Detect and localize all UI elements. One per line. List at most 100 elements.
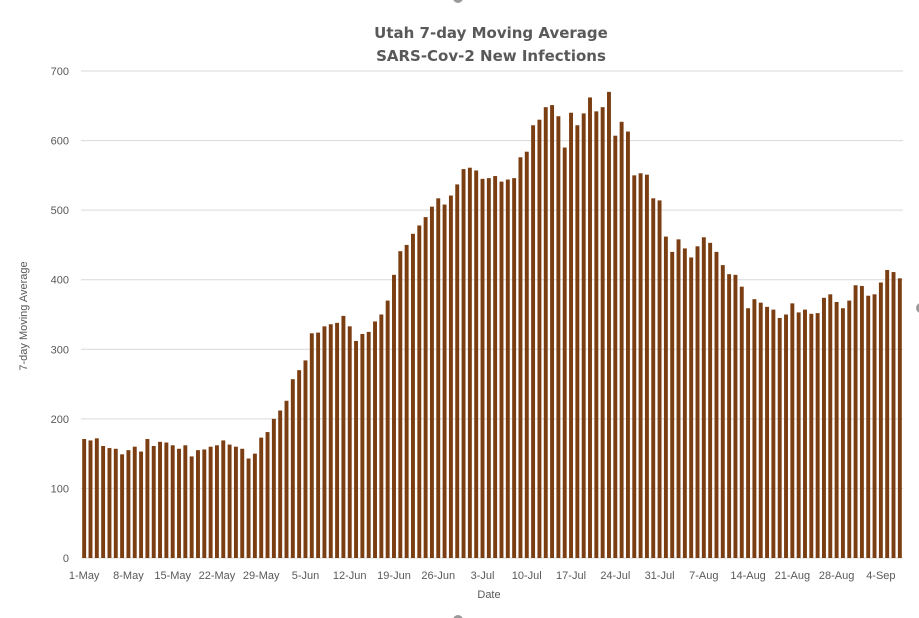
y-tick-label-5: 500 bbox=[51, 205, 69, 217]
bar-64 bbox=[486, 178, 491, 558]
bar-117 bbox=[822, 297, 826, 558]
x-tick-label-8: 26-Jun bbox=[421, 570, 455, 582]
bar-16 bbox=[183, 445, 188, 558]
bar-87 bbox=[632, 175, 637, 558]
bar-50 bbox=[398, 251, 403, 558]
bar-99 bbox=[708, 242, 713, 558]
bar-44 bbox=[360, 333, 365, 558]
bar-1 bbox=[88, 440, 93, 558]
x-axis-label: Date bbox=[477, 589, 500, 601]
bar-41 bbox=[341, 315, 346, 558]
x-tick-label-12: 24-Jul bbox=[600, 570, 630, 582]
bar-124 bbox=[866, 295, 871, 558]
bar-108 bbox=[765, 306, 770, 558]
x-tick-label-18: 4-Sep bbox=[866, 570, 895, 582]
bar-121 bbox=[847, 300, 852, 558]
bar-17 bbox=[189, 456, 194, 558]
bar-95 bbox=[682, 248, 687, 558]
bar-81 bbox=[594, 111, 599, 558]
y-tick-label-3: 300 bbox=[51, 344, 69, 356]
bar-0 bbox=[82, 439, 87, 558]
bar-104 bbox=[739, 286, 744, 558]
bar-74 bbox=[550, 105, 555, 558]
y-tick-label-0: 0 bbox=[63, 553, 69, 565]
bar-97 bbox=[695, 246, 700, 558]
x-tick-label-14: 7-Aug bbox=[689, 570, 718, 582]
bar-37 bbox=[316, 332, 321, 558]
bar-45 bbox=[366, 331, 371, 558]
chart-title: Utah 7-day Moving Average bbox=[374, 24, 608, 42]
bar-19 bbox=[202, 449, 207, 558]
bar-110 bbox=[777, 317, 782, 558]
bar-127 bbox=[885, 269, 890, 558]
bar-98 bbox=[701, 237, 706, 559]
bar-69 bbox=[518, 157, 523, 559]
bar-11 bbox=[151, 445, 156, 558]
bar-106 bbox=[752, 299, 757, 558]
bar-84 bbox=[613, 135, 618, 559]
bar-63 bbox=[480, 178, 485, 559]
y-axis-label: 7-day Moving Average bbox=[18, 261, 30, 370]
bar-34 bbox=[297, 370, 302, 558]
bar-86 bbox=[625, 131, 630, 558]
bar-55 bbox=[429, 206, 434, 558]
y-tick-label-4: 400 bbox=[51, 275, 69, 287]
x-tick-label-2: 15-May bbox=[154, 570, 191, 582]
bar-129 bbox=[897, 278, 902, 558]
bar-82 bbox=[600, 107, 605, 559]
bar-23 bbox=[227, 444, 232, 558]
bar-48 bbox=[385, 300, 390, 558]
bar-22 bbox=[221, 440, 226, 558]
bar-5 bbox=[113, 448, 118, 558]
bar-43 bbox=[354, 340, 359, 558]
bar-103 bbox=[733, 274, 738, 558]
bar-123 bbox=[859, 285, 864, 558]
x-tick-label-11: 17-Jul bbox=[556, 570, 586, 582]
y-tick-label-2: 200 bbox=[51, 414, 69, 426]
bar-29 bbox=[265, 432, 270, 558]
x-tick-label-3: 22-May bbox=[199, 570, 236, 582]
bar-109 bbox=[771, 309, 776, 558]
bar-15 bbox=[177, 448, 181, 558]
bar-88 bbox=[638, 173, 643, 558]
bar-9 bbox=[139, 451, 144, 558]
bar-59 bbox=[455, 184, 460, 558]
bar-79 bbox=[581, 113, 586, 558]
bar-70 bbox=[524, 151, 529, 558]
y-axis-ticks: 0 100 200 300 400 500 600 700 bbox=[51, 66, 69, 565]
x-tick-label-7: 19-Jun bbox=[377, 570, 411, 582]
bar-67 bbox=[505, 179, 510, 558]
x-tick-label-9: 3-Jul bbox=[471, 570, 495, 582]
chart-handle-right bbox=[916, 303, 919, 313]
bar-28 bbox=[259, 437, 264, 558]
x-tick-label-16: 21-Aug bbox=[775, 570, 810, 582]
bar-21 bbox=[214, 445, 219, 558]
x-tick-label-13: 31-Jul bbox=[645, 570, 675, 582]
bar-3 bbox=[101, 445, 106, 558]
bar-76 bbox=[562, 147, 567, 558]
bar-66 bbox=[499, 181, 504, 558]
bar-128 bbox=[891, 272, 896, 558]
x-tick-label-17: 28-Aug bbox=[819, 570, 854, 582]
bar-118 bbox=[828, 294, 833, 558]
bar-4 bbox=[107, 448, 112, 558]
bar-39 bbox=[328, 324, 333, 558]
bar-8 bbox=[132, 446, 137, 558]
bar-27 bbox=[252, 453, 257, 558]
bar-57 bbox=[442, 204, 447, 558]
y-tick-label-1: 100 bbox=[51, 483, 69, 495]
x-tick-label-10: 10-Jul bbox=[512, 570, 542, 582]
y-tick-label-7: 700 bbox=[51, 66, 69, 78]
bar-33 bbox=[290, 379, 295, 558]
bar-83 bbox=[607, 91, 611, 558]
bar-120 bbox=[840, 308, 845, 558]
bar-65 bbox=[493, 176, 498, 558]
x-tick-label-6: 12-Jun bbox=[333, 570, 367, 582]
bar-75 bbox=[556, 116, 561, 558]
bar-80 bbox=[588, 97, 592, 559]
y-tick-label-6: 600 bbox=[51, 136, 69, 148]
bar-32 bbox=[284, 400, 289, 558]
chart-subtitle: SARS-Cov-2 New Infections bbox=[376, 47, 606, 65]
chart-handle-bottom bbox=[453, 615, 463, 618]
bar-30 bbox=[271, 418, 276, 558]
